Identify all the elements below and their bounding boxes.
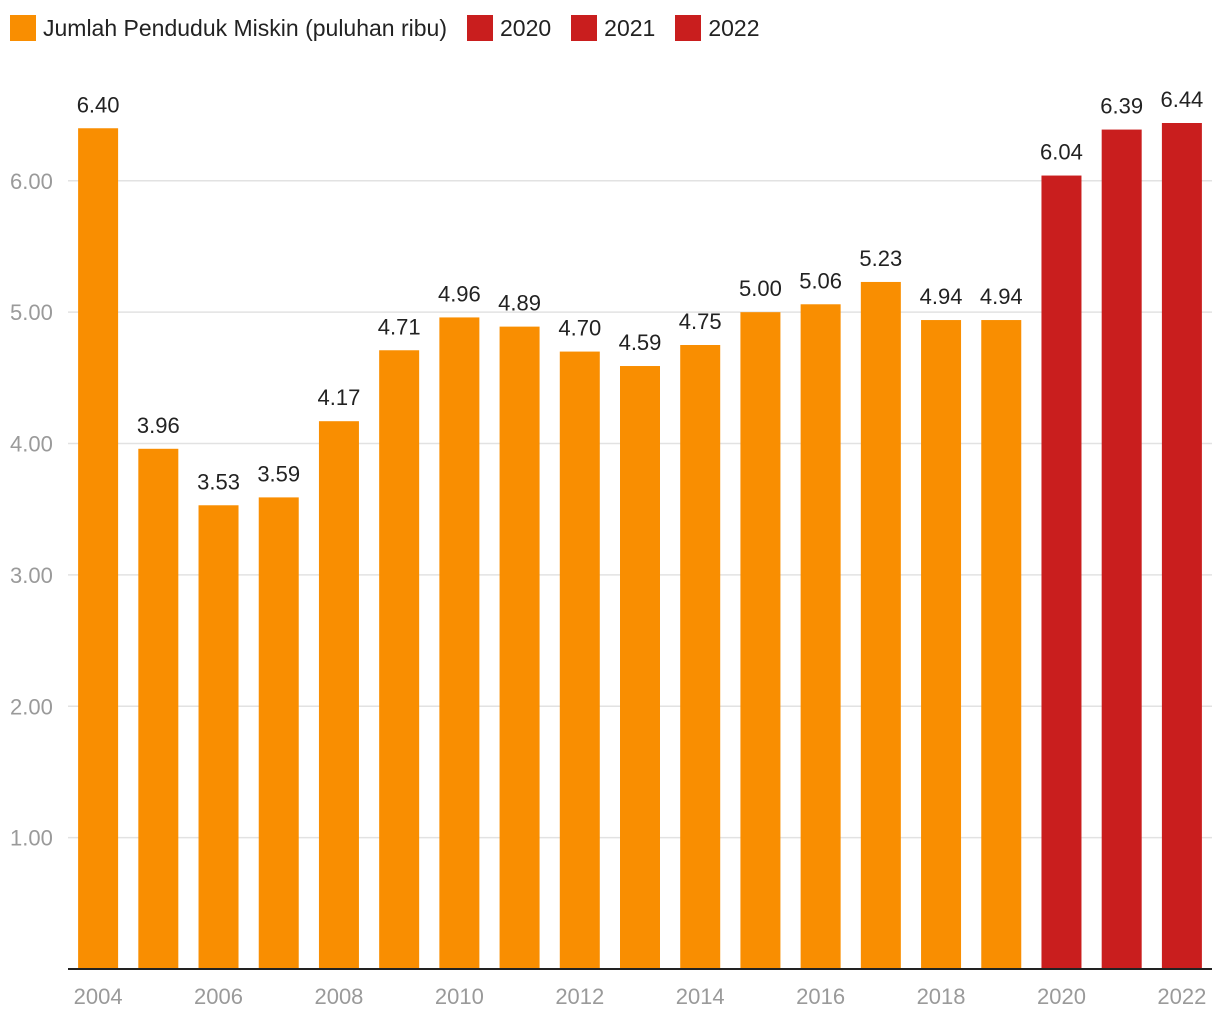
bar-2011 — [499, 326, 540, 969]
bar-2013 — [620, 366, 660, 969]
x-tick-label: 2014 — [676, 984, 725, 1009]
data-label-2008: 4.17 — [318, 385, 361, 410]
bar-2012 — [559, 351, 600, 969]
x-tick-label: 2016 — [796, 984, 845, 1009]
data-label-2010: 4.96 — [438, 281, 481, 306]
bar-2021 — [1101, 129, 1142, 969]
y-axis: 1.00 2.00 3.00 4.00 5.00 6.00 — [10, 169, 53, 851]
legend-swatch-2020 — [467, 15, 493, 41]
legend-label-poverty: Jumlah Penduduk Miskin (puluhan ribu) — [43, 14, 447, 41]
x-axis: 2004 2006 2008 2010 2012 2014 2016 2018 2020 2022 — [74, 984, 1207, 1009]
data-label-2019: 4.94 — [980, 284, 1023, 309]
data-label-2012: 4.70 — [558, 316, 601, 341]
x-tick-label: 2018 — [917, 984, 966, 1009]
x-tick-label: 2020 — [1037, 984, 1086, 1009]
bar-2017 — [860, 281, 901, 969]
legend-swatch-2021 — [571, 15, 598, 41]
x-tick-label: 2022 — [1157, 984, 1206, 1009]
y-tick-label: 5.00 — [10, 300, 53, 325]
y-tick-label: 1.00 — [10, 826, 53, 851]
data-label-2013: 4.59 — [619, 330, 662, 355]
bar-2010 — [439, 317, 480, 969]
data-label-2021: 6.39 — [1100, 94, 1143, 119]
legend-item-poverty: Jumlah Penduduk Miskin (puluhan ribu) — [10, 15, 447, 42]
bar-2014 — [680, 345, 721, 970]
legend-item-2021: 2021 — [571, 15, 655, 42]
bar-2016 — [800, 304, 841, 969]
y-tick-label: 6.00 — [10, 169, 53, 194]
y-tick-label: 3.00 — [10, 563, 53, 588]
data-label-2016: 5.06 — [799, 268, 842, 293]
data-label-2020: 6.04 — [1040, 140, 1083, 165]
data-label-2006: 3.53 — [197, 469, 240, 494]
bar-2015 — [740, 312, 781, 969]
bars — [78, 123, 1202, 970]
bar-2020 — [1041, 175, 1082, 970]
x-tick-label: 2012 — [555, 984, 604, 1009]
data-label-2022: 6.44 — [1160, 87, 1203, 112]
bar-2006 — [198, 505, 239, 969]
data-label-2007: 3.59 — [257, 461, 300, 486]
data-label-2009: 4.71 — [378, 314, 421, 339]
legend-label-2021: 2021 — [604, 14, 656, 41]
x-tick-label: 2006 — [194, 984, 243, 1009]
bar-2005 — [138, 448, 179, 969]
data-label-2015: 5.00 — [739, 276, 782, 301]
legend-swatch-poverty — [10, 15, 36, 41]
bar-2022 — [1161, 123, 1202, 969]
data-label-2004: 6.40 — [77, 92, 120, 117]
data-label-2005: 3.96 — [137, 413, 180, 438]
x-tick-label: 2004 — [74, 984, 123, 1009]
chart-legend: Jumlah Penduduk Miskin (puluhan ribu) 20… — [10, 12, 780, 44]
legend-item-2022: 2022 — [675, 14, 760, 42]
bar-2007 — [258, 497, 299, 969]
bar-2004 — [78, 128, 119, 970]
data-label-2018: 4.94 — [920, 284, 963, 309]
bar-2018 — [921, 320, 962, 969]
legend-label-2022: 2022 — [708, 14, 760, 41]
y-tick-label: 4.00 — [10, 432, 53, 457]
x-tick-label: 2008 — [314, 984, 363, 1009]
data-label-2014: 4.75 — [679, 309, 722, 334]
bar-2009 — [379, 350, 420, 969]
y-tick-label: 2.00 — [10, 694, 53, 719]
bar-2019 — [981, 320, 1022, 969]
legend-label-2020: 2020 — [500, 14, 552, 41]
data-label-2011: 4.89 — [498, 291, 541, 316]
data-label-2017: 5.23 — [859, 246, 902, 271]
x-tick-label: 2010 — [435, 984, 484, 1009]
bar-2008 — [318, 421, 359, 969]
legend-swatch-2022 — [675, 15, 702, 41]
legend-item-2020: 2020 — [467, 15, 551, 42]
data-labels: 6.40 3.96 3.53 3.59 4.17 4.71 4.96 4.89 4.70 4.59… — [77, 87, 1204, 494]
